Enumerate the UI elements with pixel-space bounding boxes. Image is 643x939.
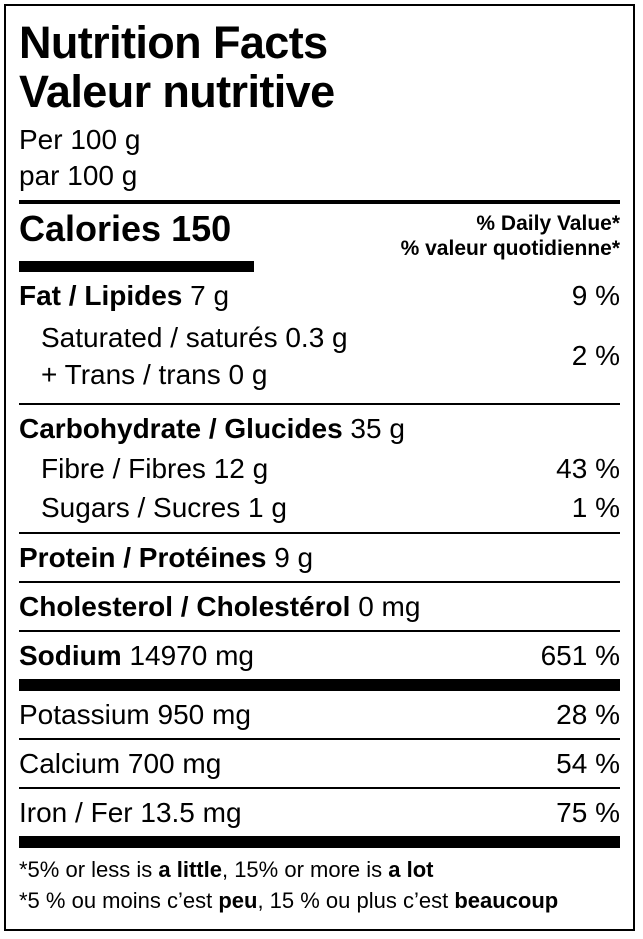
footnote-french-part1: *5 % ou moins c’est xyxy=(19,888,219,913)
rule-below-sugars xyxy=(19,532,620,534)
row-carbohydrate-amount: 35 g xyxy=(350,413,405,444)
row-saturated-trans-percent: 2 % xyxy=(571,340,620,371)
footnote-english-emphasis1: a little xyxy=(158,857,222,882)
row-fibre-percent: 43 % xyxy=(556,453,620,484)
row-potassium-name: Potassium 950 mg xyxy=(19,699,251,730)
row-sodium: Sodium 14970 mg 651 % xyxy=(6,632,633,679)
row-calcium-name: Calcium 700 mg xyxy=(19,748,222,779)
daily-value-heading-english: % Daily Value* xyxy=(476,212,620,235)
row-carbohydrate-name: Carbohydrate / Glucides 35 g xyxy=(19,414,405,444)
title-french: Valeur nutritive xyxy=(19,66,335,117)
row-protein: Protein / Protéines 9 g xyxy=(6,534,633,581)
row-sodium-label: Sodium xyxy=(19,640,122,671)
row-calcium-percent: 54 % xyxy=(556,748,620,779)
row-sodium-percent: 651 % xyxy=(540,640,620,671)
row-potassium-percent: 28 % xyxy=(556,699,620,730)
rule-below-fat-group xyxy=(19,403,620,405)
rule-below-iron-thick xyxy=(19,836,620,848)
calories-label: Calories 150 xyxy=(19,208,232,249)
rule-below-cholesterol xyxy=(19,630,620,632)
row-protein-name: Protein / Protéines 9 g xyxy=(19,543,313,573)
footnote-french-emphasis1: peu xyxy=(218,888,258,913)
row-potassium: Potassium 950 mg 28 % xyxy=(6,691,633,738)
row-fibre-name: Fibre / Fibres 12 g xyxy=(41,453,269,484)
serving-size-english: Per 100 g xyxy=(19,124,141,155)
row-fat-name: Fat / Lipides 7 g xyxy=(19,281,229,311)
row-fat-amount: 7 g xyxy=(190,280,230,311)
row-protein-amount: 9 g xyxy=(274,542,314,573)
nutrition-facts-panel: Nutrition Facts Valeur nutritive Per 100… xyxy=(4,4,635,931)
row-protein-label: Protein / Protéines xyxy=(19,542,267,573)
row-sodium-amount: 14970 mg xyxy=(129,640,254,671)
row-cholesterol-name: Cholesterol / Cholestérol 0 mg xyxy=(19,592,420,622)
rule-below-calcium xyxy=(19,787,620,789)
row-carbohydrate: Carbohydrate / Glucides 35 g xyxy=(6,405,633,452)
row-sugars-percent: 1 % xyxy=(571,492,620,523)
header-block: Nutrition Facts Valeur nutritive Per 100… xyxy=(6,17,633,194)
footnote-english-part2: , 15% or more is xyxy=(221,857,389,882)
footnote-french-emphasis2: beaucoup xyxy=(454,888,559,913)
title-english: Nutrition Facts xyxy=(19,17,328,68)
rule-below-protein xyxy=(19,581,620,583)
row-saturated-name: Saturated / saturés 0.3 g xyxy=(41,322,348,353)
row-fat-label: Fat / Lipides xyxy=(19,280,183,311)
row-iron-name: Iron / Fer 13.5 mg xyxy=(19,797,242,828)
row-fibre: Fibre / Fibres 12 g 43 % xyxy=(6,452,633,491)
daily-value-heading: % Daily Value* % valeur quotidienne* xyxy=(401,207,620,261)
row-cholesterol: Cholesterol / Cholestérol 0 mg xyxy=(6,583,633,630)
footnote-english-emphasis2: a lot xyxy=(388,857,434,882)
row-fat-percent: 9 % xyxy=(571,280,620,311)
footnote-english-part1: *5% or less is xyxy=(19,857,159,882)
row-cholesterol-label: Cholesterol / Cholestérol xyxy=(19,591,351,622)
footnote-english: *5% or less is a little, 15% or more is … xyxy=(19,854,620,885)
rule-below-serving xyxy=(19,200,620,204)
row-iron: Iron / Fer 13.5 mg 75 % xyxy=(6,789,633,836)
row-saturated-trans-names: Saturated / saturés 0.3 g + Trans / tran… xyxy=(19,319,348,393)
footnote-block: *5% or less is a little, 15% or more is … xyxy=(6,848,633,916)
row-calcium: Calcium 700 mg 54 % xyxy=(6,740,633,787)
row-trans-name: + Trans / trans 0 g xyxy=(41,359,268,390)
footnote-french: *5 % ou moins c’est peu, 15 % ou plus c’… xyxy=(19,885,620,916)
rule-below-potassium xyxy=(19,738,620,740)
calories-row: Calories 150 % Daily Value* % valeur quo… xyxy=(6,207,633,261)
row-carbohydrate-label: Carbohydrate / Glucides xyxy=(19,413,343,444)
daily-value-heading-french: % valeur quotidienne* xyxy=(400,237,620,260)
rule-below-sodium-thick xyxy=(19,679,620,691)
serving-size-french: par 100 g xyxy=(19,160,138,191)
footnote-french-part2: , 15 % ou plus c’est xyxy=(257,888,455,913)
row-fat: Fat / Lipides 7 g 9 % xyxy=(6,272,633,319)
calories-underline-bar xyxy=(19,261,254,272)
row-sodium-name: Sodium 14970 mg xyxy=(19,641,254,671)
row-saturated-trans-group: Saturated / saturés 0.3 g + Trans / tran… xyxy=(6,319,633,393)
row-cholesterol-amount: 0 mg xyxy=(358,591,421,622)
row-sugars: Sugars / Sucres 1 g 1 % xyxy=(6,491,633,532)
row-iron-percent: 75 % xyxy=(556,797,620,828)
row-sugars-name: Sugars / Sucres 1 g xyxy=(41,492,287,523)
